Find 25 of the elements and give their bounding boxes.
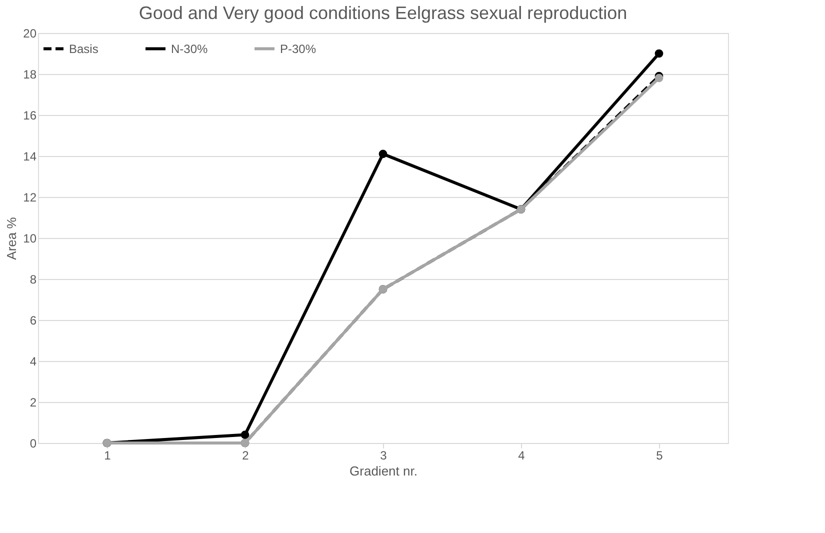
point xyxy=(378,150,388,158)
y-tick-label: 2 xyxy=(30,396,37,410)
x-tick-label: 3 xyxy=(380,448,388,462)
chart-title: Good and Very good conditions Eelgrass sexual reproduction xyxy=(138,3,628,23)
y-tick-label: 8 xyxy=(30,272,37,286)
legend-label: Basis xyxy=(69,42,98,56)
y-tick-label: 12 xyxy=(23,190,37,204)
y-tick-label: 6 xyxy=(30,314,37,328)
y-tick-label: 16 xyxy=(23,108,37,122)
x-tick-label: 5 xyxy=(656,448,664,462)
x-tick-label: 4 xyxy=(518,448,526,462)
y-tick-label: 18 xyxy=(23,68,37,82)
x-axis-title: Gradient nr. xyxy=(350,464,418,478)
legend-label: P-30% xyxy=(280,42,316,56)
y-tick-label: 4 xyxy=(30,354,37,368)
y-tick-label: 14 xyxy=(23,150,37,164)
x-tick-label: 2 xyxy=(242,448,250,462)
y-axis-title: Area % xyxy=(4,216,20,260)
y-tick-label: 20 xyxy=(23,26,37,40)
point xyxy=(654,49,664,58)
legend-label: N-30% xyxy=(171,42,208,56)
x-tick-label: 1 xyxy=(104,448,112,462)
y-tick-label: 10 xyxy=(23,232,37,246)
y-tick-label: 0 xyxy=(30,436,37,450)
point xyxy=(240,430,250,439)
